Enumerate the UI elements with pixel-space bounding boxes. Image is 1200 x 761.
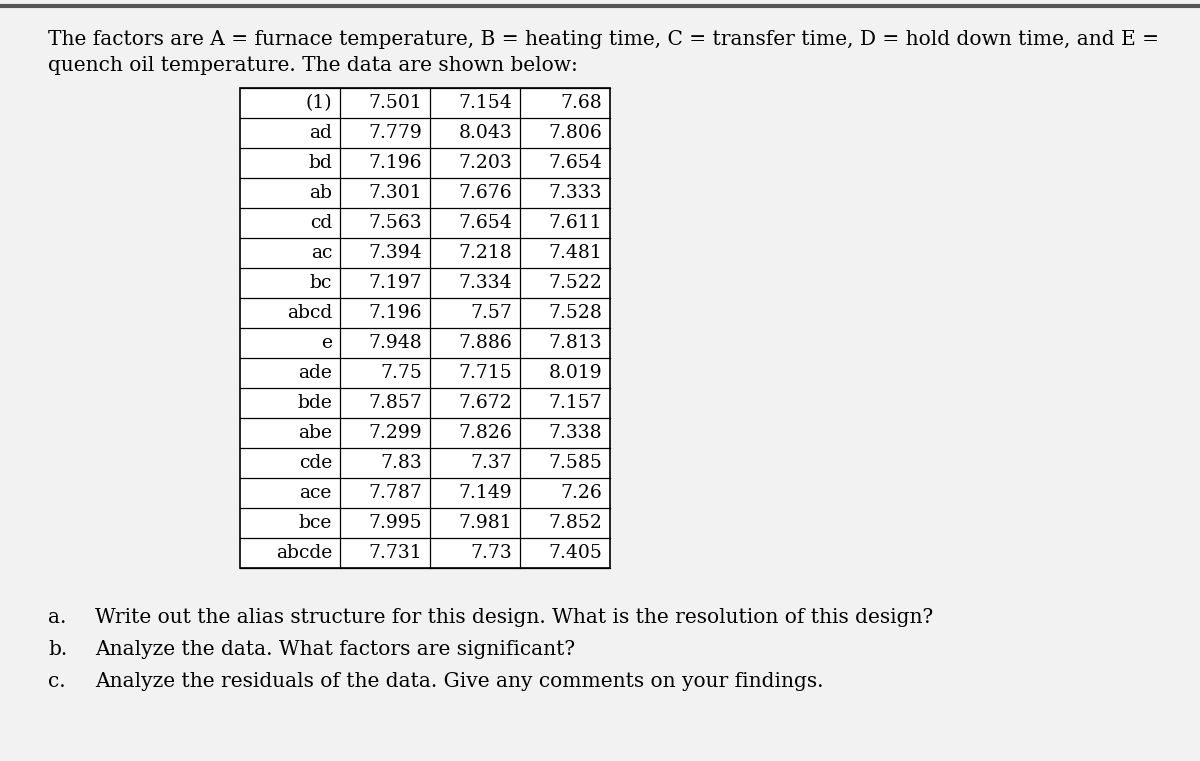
- Text: 7.301: 7.301: [368, 184, 422, 202]
- Text: 7.73: 7.73: [470, 544, 512, 562]
- Text: 7.196: 7.196: [368, 304, 422, 322]
- Text: 7.715: 7.715: [458, 364, 512, 382]
- Text: ac: ac: [311, 244, 332, 262]
- Text: 7.75: 7.75: [380, 364, 422, 382]
- Text: Write out the alias structure for this design. What is the resolution of this de: Write out the alias structure for this d…: [95, 608, 934, 627]
- Text: 7.334: 7.334: [458, 274, 512, 292]
- Text: (1): (1): [305, 94, 332, 112]
- Text: 7.981: 7.981: [458, 514, 512, 532]
- Text: 7.528: 7.528: [548, 304, 602, 322]
- Text: 7.806: 7.806: [548, 124, 602, 142]
- Text: 7.522: 7.522: [548, 274, 602, 292]
- Text: 7.196: 7.196: [368, 154, 422, 172]
- Text: 7.654: 7.654: [458, 214, 512, 232]
- Text: 7.203: 7.203: [458, 154, 512, 172]
- Text: 7.826: 7.826: [458, 424, 512, 442]
- Text: 7.338: 7.338: [548, 424, 602, 442]
- Text: a.: a.: [48, 608, 66, 627]
- Text: 7.676: 7.676: [458, 184, 512, 202]
- Text: ade: ade: [298, 364, 332, 382]
- Text: abe: abe: [298, 424, 332, 442]
- Text: 7.405: 7.405: [548, 544, 602, 562]
- Text: cde: cde: [299, 454, 332, 472]
- Text: 7.563: 7.563: [368, 214, 422, 232]
- Text: 8.019: 8.019: [548, 364, 602, 382]
- Text: 7.83: 7.83: [380, 454, 422, 472]
- Text: 7.672: 7.672: [458, 394, 512, 412]
- Text: 7.481: 7.481: [548, 244, 602, 262]
- Text: cd: cd: [310, 214, 332, 232]
- Text: e: e: [322, 334, 332, 352]
- Text: Analyze the residuals of the data. Give any comments on your findings.: Analyze the residuals of the data. Give …: [95, 672, 823, 691]
- Text: 7.611: 7.611: [548, 214, 602, 232]
- Text: ad: ad: [310, 124, 332, 142]
- Text: bde: bde: [298, 394, 332, 412]
- Text: abcd: abcd: [287, 304, 332, 322]
- Text: quench oil temperature. The data are shown below:: quench oil temperature. The data are sho…: [48, 56, 578, 75]
- Text: 7.857: 7.857: [368, 394, 422, 412]
- Text: ace: ace: [300, 484, 332, 502]
- Text: b.: b.: [48, 640, 67, 659]
- Text: ab: ab: [310, 184, 332, 202]
- Text: 7.57: 7.57: [470, 304, 512, 322]
- Text: 7.948: 7.948: [368, 334, 422, 352]
- Text: 7.731: 7.731: [368, 544, 422, 562]
- Text: 7.501: 7.501: [368, 94, 422, 112]
- Bar: [240, 88, 610, 568]
- Text: 7.26: 7.26: [560, 484, 602, 502]
- Text: 7.333: 7.333: [548, 184, 602, 202]
- Text: 7.154: 7.154: [458, 94, 512, 112]
- Text: 7.585: 7.585: [548, 454, 602, 472]
- Text: 7.813: 7.813: [548, 334, 602, 352]
- Text: Analyze the data. What factors are significant?: Analyze the data. What factors are signi…: [95, 640, 575, 659]
- Text: 7.218: 7.218: [458, 244, 512, 262]
- Text: bc: bc: [310, 274, 332, 292]
- Text: 7.779: 7.779: [368, 124, 422, 142]
- Text: 7.149: 7.149: [458, 484, 512, 502]
- Text: 7.299: 7.299: [368, 424, 422, 442]
- Text: 7.852: 7.852: [548, 514, 602, 532]
- Text: abcde: abcde: [276, 544, 332, 562]
- Text: bd: bd: [308, 154, 332, 172]
- Text: 7.197: 7.197: [368, 274, 422, 292]
- Text: 7.995: 7.995: [368, 514, 422, 532]
- Text: The factors are A = furnace temperature, B = heating time, C = transfer time, D : The factors are A = furnace temperature,…: [48, 30, 1159, 49]
- Text: 7.654: 7.654: [548, 154, 602, 172]
- Text: 7.157: 7.157: [548, 394, 602, 412]
- Text: 7.787: 7.787: [368, 484, 422, 502]
- Text: 7.886: 7.886: [458, 334, 512, 352]
- Text: 7.394: 7.394: [368, 244, 422, 262]
- Text: bce: bce: [299, 514, 332, 532]
- Text: 8.043: 8.043: [458, 124, 512, 142]
- Text: 7.68: 7.68: [560, 94, 602, 112]
- Text: 7.37: 7.37: [470, 454, 512, 472]
- Text: c.: c.: [48, 672, 66, 691]
